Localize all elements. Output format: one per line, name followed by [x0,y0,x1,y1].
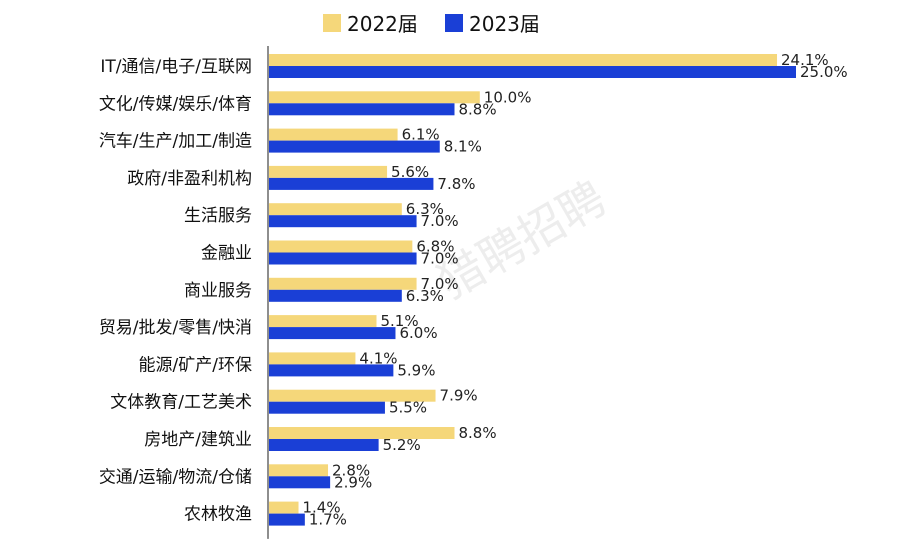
value-label: 2.9% [334,473,372,491]
bar-series1 [269,203,402,216]
category-label: IT/通信/电子/互联网 [100,57,252,77]
bar-series2 [269,177,434,190]
bar-series1 [269,277,417,290]
bar-series2 [269,439,379,451]
value-label: 5.1% [381,312,419,330]
value-label: 6.0% [399,324,437,342]
bar-series2 [269,327,396,340]
bar-series2 [269,289,402,302]
value-label: 6.1% [402,126,440,144]
value-label: 6.3% [406,200,444,218]
value-label: 7.0% [421,275,459,293]
bar-series2 [269,215,417,228]
value-label: 24.1% [781,51,829,69]
value-label: 5.5% [389,399,427,417]
bar-series1 [269,54,778,66]
value-label: 4.1% [359,349,397,367]
value-label: 10.0% [484,88,532,106]
bar-series1 [269,315,377,328]
category-label: 房地产/建筑业 [144,430,252,450]
category-label: 文体教育/工艺美术 [110,393,252,413]
value-label: 5.9% [397,361,435,379]
bar-series1 [269,240,413,253]
bar-series1 [269,165,388,178]
category-label: 文化/传媒/娱乐/体育 [99,94,252,114]
legend-swatch-2 [445,14,463,32]
category-label: 政府/非盈利机构 [127,169,252,189]
legend: 2022届 2023届 [323,12,540,36]
bar-series2 [269,252,417,265]
value-label: 8.1% [444,138,482,156]
value-labels: 24.1%25.0%10.0%8.8%6.1%8.1%5.6%7.8%6.3%7… [303,51,848,529]
bars [269,54,796,526]
category-label: 能源/矿产/环保 [139,355,252,375]
value-label: 8.8% [459,100,497,118]
bar-series1 [269,464,329,477]
value-label: 6.8% [416,238,454,256]
value-label: 25.0% [800,63,848,81]
bar-series1 [269,128,398,141]
value-label: 1.7% [309,511,347,529]
category-label: 商业服务 [184,281,252,301]
value-label: 1.4% [303,499,341,517]
category-label: 贸易/批发/零售/快消 [99,318,252,338]
bar-series2 [269,140,440,153]
legend-label-2: 2023届 [469,12,540,36]
value-label: 5.2% [383,436,421,454]
bar-series2 [269,103,455,116]
legend-swatch-1 [323,14,341,32]
value-label: 7.9% [440,387,478,405]
value-label: 2.8% [332,461,370,479]
bar-series2 [269,513,305,526]
bar-series1 [269,389,436,402]
bar-series2 [269,364,394,377]
category-labels: IT/通信/电子/互联网文化/传媒/娱乐/体育汽车/生产/加工/制造政府/非盈利… [99,57,252,525]
bar-series1 [269,427,455,439]
category-label: 农林牧渔 [184,505,252,525]
legend-label-1: 2022届 [347,12,418,36]
value-label: 7.0% [421,250,459,268]
bar-series2 [269,476,331,489]
value-label: 7.0% [421,212,459,230]
value-label: 5.6% [391,163,429,181]
category-label: 生活服务 [184,206,252,226]
bar-series2 [269,401,385,414]
bar-series1 [269,91,480,104]
bar-series2 [269,66,796,78]
bar-series1 [269,352,356,365]
value-label: 7.8% [437,175,475,193]
category-label: 交通/运输/物流/仓储 [99,467,252,487]
bar-series1 [269,501,299,514]
value-label: 6.3% [406,287,444,305]
value-label: 8.8% [459,424,497,442]
category-label: 汽车/生产/加工/制造 [99,132,252,152]
category-label: 金融业 [201,244,252,264]
